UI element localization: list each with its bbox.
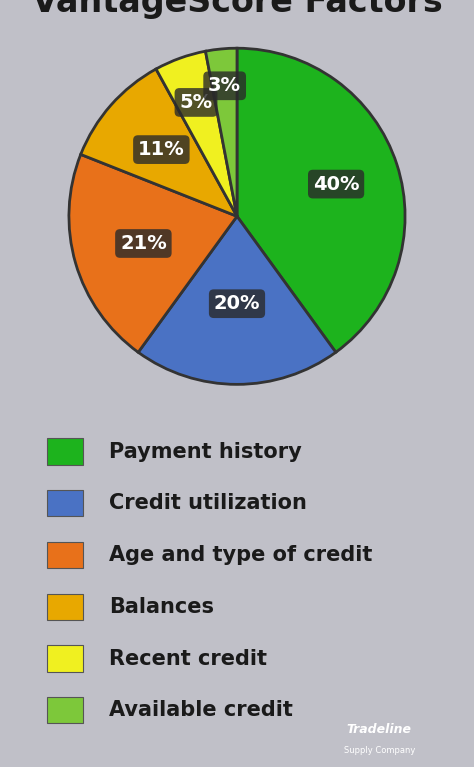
Text: Supply Company: Supply Company xyxy=(344,746,415,755)
FancyBboxPatch shape xyxy=(47,542,83,568)
Text: 3%: 3% xyxy=(208,76,241,95)
Text: 40%: 40% xyxy=(313,175,359,193)
FancyBboxPatch shape xyxy=(47,697,83,723)
Text: 20%: 20% xyxy=(214,295,260,313)
FancyBboxPatch shape xyxy=(47,594,83,620)
FancyBboxPatch shape xyxy=(47,439,83,465)
Wedge shape xyxy=(156,51,237,216)
Wedge shape xyxy=(69,154,237,352)
Wedge shape xyxy=(237,48,405,352)
Text: Credit utilization: Credit utilization xyxy=(109,493,307,513)
Text: Payment history: Payment history xyxy=(109,442,302,462)
Wedge shape xyxy=(138,216,336,384)
Text: Recent credit: Recent credit xyxy=(109,649,267,669)
Text: 11%: 11% xyxy=(138,140,185,159)
FancyBboxPatch shape xyxy=(47,490,83,516)
Text: 5%: 5% xyxy=(180,93,212,112)
Wedge shape xyxy=(206,48,237,216)
Text: 21%: 21% xyxy=(120,234,167,253)
Text: Available credit: Available credit xyxy=(109,700,293,720)
FancyBboxPatch shape xyxy=(47,646,83,672)
Wedge shape xyxy=(81,69,237,216)
Text: Balances: Balances xyxy=(109,597,214,617)
Text: Age and type of credit: Age and type of credit xyxy=(109,545,373,565)
Title: VantageScore Factors: VantageScore Factors xyxy=(32,0,442,19)
Text: Tradeline: Tradeline xyxy=(346,723,412,736)
